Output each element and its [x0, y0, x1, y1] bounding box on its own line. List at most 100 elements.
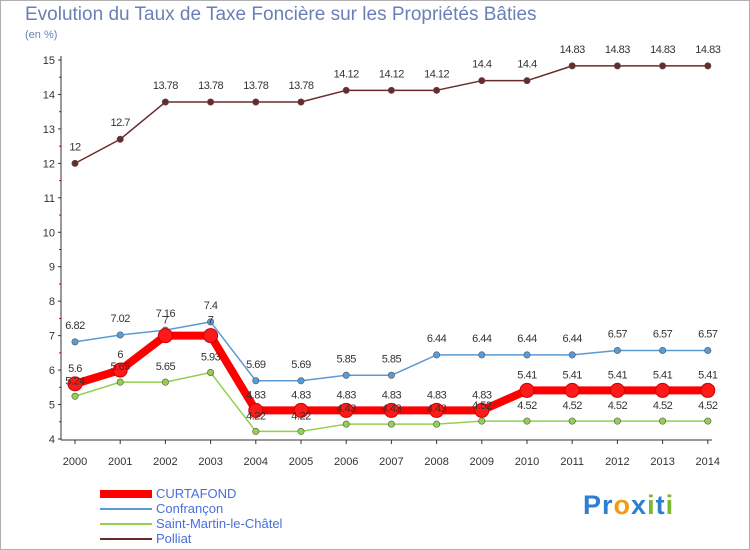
- data-point: [248, 402, 264, 418]
- data-label: 13.78: [243, 80, 268, 92]
- legend-swatch: [100, 538, 152, 540]
- line-chart: 4 5 6 7 8 9 10 11 12 13 14 15 2000 2001 2002 2003 2004 20…: [43, 44, 721, 468]
- data-label: 5.85: [382, 353, 402, 365]
- data-label: 4.22: [246, 410, 266, 422]
- data-label: 14.83: [695, 44, 720, 56]
- data-label: 5.65: [110, 361, 130, 373]
- legend-swatch: [100, 523, 152, 525]
- data-label: 6.44: [472, 333, 492, 345]
- data-label: 7: [208, 315, 214, 327]
- data-point: [568, 417, 576, 425]
- data-label: 5.24: [65, 375, 85, 387]
- y-tick-label: 6: [49, 365, 55, 377]
- data-point: [433, 86, 441, 94]
- data-label: 14.12: [334, 68, 359, 80]
- data-label: 12.7: [110, 117, 130, 129]
- data-point: [387, 371, 395, 379]
- legend-swatch: [100, 508, 152, 510]
- x-tick-label: 2005: [289, 456, 313, 468]
- data-point: [659, 62, 667, 70]
- data-point: [523, 351, 531, 359]
- data-label: 4.52: [653, 400, 673, 412]
- y-tick-label: 4: [49, 434, 55, 446]
- chart-title: Evolution du Taux de Taxe Foncière sur l…: [25, 4, 537, 25]
- data-point: [429, 402, 445, 418]
- data-point: [116, 135, 124, 143]
- data-point: [293, 402, 309, 418]
- data-point: [67, 376, 83, 392]
- legend-swatch: [100, 490, 152, 498]
- data-point: [203, 328, 219, 344]
- y-tick-label: 15: [43, 55, 55, 67]
- data-point: [704, 417, 712, 425]
- data-point: [157, 328, 173, 344]
- data-point: [338, 402, 354, 418]
- logo-letter: i: [647, 490, 656, 520]
- x-tick-label: 2009: [470, 456, 494, 468]
- data-label: 4.52: [608, 400, 628, 412]
- data-point: [387, 420, 395, 428]
- data-label: 7: [163, 315, 169, 327]
- x-tick-label: 2012: [605, 456, 629, 468]
- data-point: [116, 378, 124, 386]
- data-point: [568, 351, 576, 359]
- data-label: 4.43: [427, 403, 447, 415]
- data-label: 4.83: [246, 389, 266, 401]
- data-point: [207, 318, 215, 326]
- legend-label: Saint-Martin-le-Châtel: [156, 516, 283, 531]
- data-label: 6.57: [608, 328, 628, 340]
- data-point: [71, 392, 79, 400]
- data-point: [433, 351, 441, 359]
- data-point: [297, 427, 305, 435]
- x-tick-label: 2003: [198, 456, 222, 468]
- data-label: 14.12: [379, 68, 404, 80]
- data-label: 5.6: [68, 363, 82, 375]
- y-tick-label: 14: [43, 89, 55, 101]
- data-label: 6.57: [653, 328, 673, 340]
- x-tick-label: 2006: [334, 456, 358, 468]
- data-point: [613, 417, 621, 425]
- data-point: [252, 98, 260, 106]
- data-point: [297, 377, 305, 385]
- y-tick-label: 10: [43, 227, 55, 239]
- data-label: 4.43: [336, 403, 356, 415]
- x-tick-label: 2004: [244, 456, 268, 468]
- data-label: 5.85: [336, 353, 356, 365]
- y-tick-label: 7: [49, 331, 55, 343]
- y-tick-label: 8: [49, 296, 55, 308]
- data-label: 6.44: [562, 333, 582, 345]
- data-label: 4.22: [291, 410, 311, 422]
- logo-letter: i: [665, 490, 675, 520]
- data-point: [342, 371, 350, 379]
- data-label: 14.83: [605, 44, 630, 56]
- data-point: [704, 62, 712, 70]
- x-tick-label: 2000: [63, 456, 87, 468]
- logo-letter: P: [583, 490, 603, 520]
- data-point: [342, 86, 350, 94]
- data-label: 5.41: [698, 369, 718, 381]
- data-point: [523, 417, 531, 425]
- data-label: 5.69: [291, 359, 311, 371]
- x-tick-label: 2013: [650, 456, 674, 468]
- legend-label: CURTAFOND: [156, 486, 237, 501]
- data-label: 6.57: [698, 328, 718, 340]
- data-label: 5.69: [246, 359, 266, 371]
- data-point: [609, 382, 625, 398]
- y-tick-label: 13: [43, 124, 55, 136]
- data-label: 7.02: [110, 313, 130, 325]
- y-tick-label: 12: [43, 158, 55, 170]
- data-point: [474, 402, 490, 418]
- data-point: [342, 420, 350, 428]
- data-label: 4.83: [472, 389, 492, 401]
- x-tick-label: 2010: [515, 456, 539, 468]
- data-point: [655, 382, 671, 398]
- data-point: [704, 346, 712, 354]
- x-tick-label: 2008: [424, 456, 448, 468]
- data-label: 6: [117, 349, 123, 361]
- y-axis-unit: (en %): [25, 29, 58, 41]
- data-label: 5.41: [517, 369, 537, 381]
- data-point: [519, 382, 535, 398]
- data-label: 5.41: [653, 369, 673, 381]
- data-label: 4.52: [472, 400, 492, 412]
